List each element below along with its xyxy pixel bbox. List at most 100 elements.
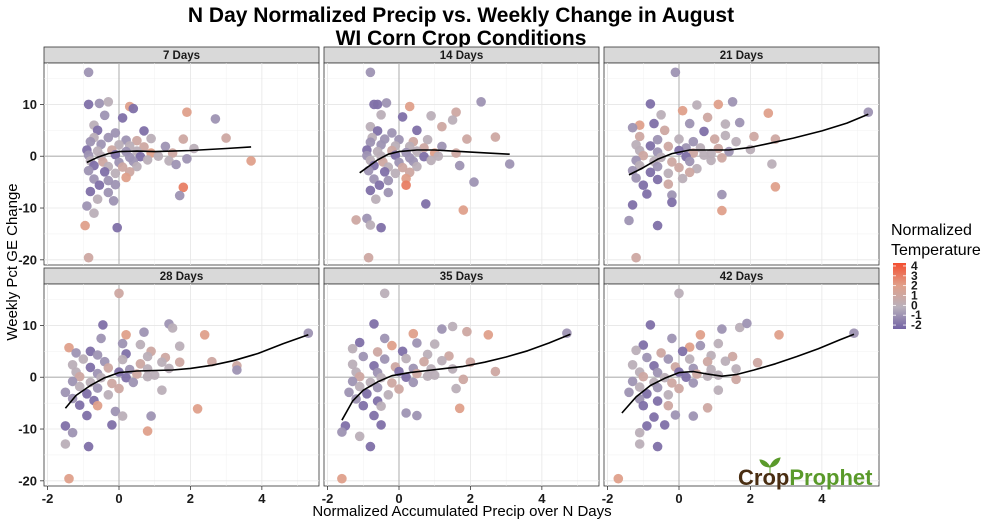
data-point (638, 180, 649, 190)
smooth-curve-35-days (341, 333, 571, 421)
smooth-curve-21-days (628, 113, 869, 176)
plot-area-28-days (43, 283, 320, 487)
data-point (82, 410, 92, 421)
data-point (354, 381, 365, 392)
data-point (376, 110, 386, 120)
data-point (369, 319, 379, 329)
data-point (634, 382, 645, 392)
data-point (613, 473, 624, 484)
data-point (421, 199, 431, 209)
data-point (381, 98, 392, 108)
data-point (462, 134, 472, 144)
data-point (337, 427, 347, 437)
data-point (649, 118, 659, 129)
legend-tick-label: 2 (911, 279, 918, 293)
data-point (634, 439, 645, 449)
data-point (71, 348, 81, 358)
data-point (667, 197, 677, 208)
data-point (85, 362, 96, 373)
data-point (454, 160, 465, 171)
data-point (112, 222, 122, 233)
data-point (89, 174, 99, 184)
data-point (110, 128, 121, 138)
data-point (139, 142, 149, 152)
logo-sprout-icon (759, 457, 781, 473)
data-point (103, 132, 114, 143)
data-point (663, 168, 674, 179)
legend-tick-label: -1 (911, 308, 922, 322)
legend-tick-label: 4 (911, 259, 918, 273)
y-axis-title: Weekly Pct GE Change (4, 183, 21, 340)
data-point (652, 441, 663, 452)
data-point (681, 372, 691, 383)
data-point (642, 189, 652, 199)
plot-area-7-days (43, 62, 320, 266)
data-point (692, 163, 702, 174)
data-point (108, 196, 119, 206)
x-tick-label: -2 (322, 491, 334, 506)
data-point (659, 125, 670, 136)
data-point (142, 426, 153, 436)
data-point (652, 396, 663, 406)
data-point (692, 100, 702, 110)
data-point (483, 330, 494, 340)
logo-prophet: Prophet (789, 465, 873, 490)
data-point (426, 155, 436, 166)
data-point (670, 67, 681, 78)
data-point (358, 351, 369, 362)
legend-title-line1: Normalized (891, 222, 972, 239)
data-point (752, 357, 763, 368)
x-tick-label: 2 (467, 491, 474, 506)
data-point (667, 190, 677, 200)
data-point (663, 354, 674, 364)
data-point (412, 368, 422, 379)
data-point (83, 441, 94, 452)
data-point (422, 134, 433, 145)
data-point (157, 357, 167, 368)
data-point (114, 140, 124, 150)
data-point (117, 338, 128, 349)
data-point (387, 128, 397, 138)
legend-tick-label: -2 (911, 318, 922, 332)
data-point (663, 390, 674, 400)
data-point (128, 377, 139, 388)
data-point (734, 322, 745, 333)
chart-title-line1: N Day Normalized Precip vs. Weekly Chang… (188, 4, 734, 27)
data-point (110, 168, 121, 179)
data-point (490, 366, 501, 377)
data-point (401, 180, 411, 190)
data-point (447, 321, 458, 332)
legend-tick-label: 3 (911, 269, 918, 283)
data-point (354, 337, 365, 348)
x-tick-label: 4 (818, 491, 826, 506)
data-point (645, 167, 656, 178)
data-point (82, 389, 92, 399)
data-point (667, 333, 677, 344)
data-point (631, 173, 641, 183)
x-tick-label: -2 (602, 491, 614, 506)
data-point (92, 194, 103, 204)
data-point (652, 382, 663, 393)
data-point (408, 377, 419, 388)
data-point (74, 381, 85, 392)
data-point (372, 99, 383, 110)
data-point (767, 159, 777, 169)
data-point (652, 367, 663, 378)
data-point (624, 215, 634, 226)
data-point (627, 360, 638, 370)
data-point (397, 162, 408, 173)
data-point (706, 155, 716, 166)
data-point (742, 318, 752, 329)
data-point (401, 408, 411, 418)
data-point (379, 354, 390, 364)
data-point (727, 351, 738, 362)
panel-35-days: 35 Days -2 0 2 4 (322, 267, 600, 506)
data-point (429, 370, 440, 381)
data-point (645, 320, 656, 330)
data-point (652, 134, 663, 145)
data-point (426, 111, 436, 121)
data-point (246, 156, 256, 166)
data-point (684, 167, 695, 178)
